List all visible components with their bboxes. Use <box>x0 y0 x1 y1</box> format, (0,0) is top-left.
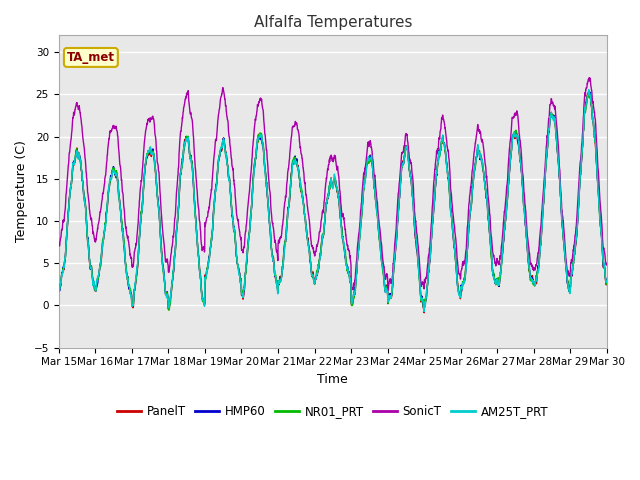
Legend: PanelT, HMP60, NR01_PRT, SonicT, AM25T_PRT: PanelT, HMP60, NR01_PRT, SonicT, AM25T_P… <box>113 400 553 423</box>
X-axis label: Time: Time <box>317 373 348 386</box>
Text: TA_met: TA_met <box>67 51 115 64</box>
Title: Alfalfa Temperatures: Alfalfa Temperatures <box>253 15 412 30</box>
Y-axis label: Temperature (C): Temperature (C) <box>15 141 28 242</box>
